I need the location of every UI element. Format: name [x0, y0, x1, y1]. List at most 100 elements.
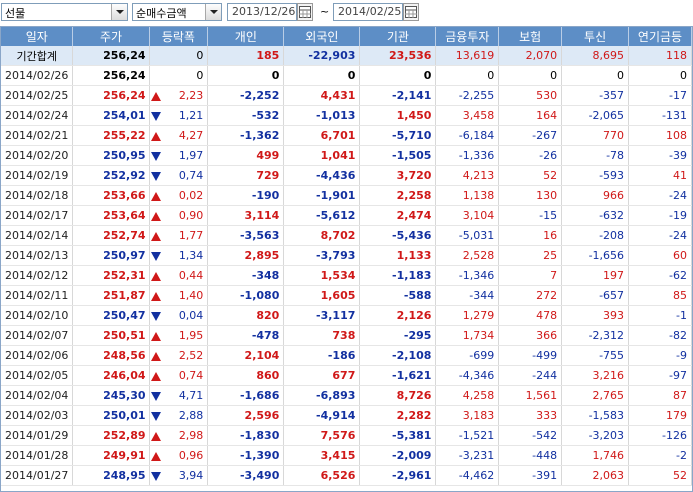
up-arrow-icon [149, 285, 164, 306]
col-header-pension[interactable]: 연기금등 [628, 27, 692, 46]
cell-institution: 8,726 [359, 385, 437, 406]
start-date-input[interactable]: 2013/12/26 [227, 3, 297, 21]
table-row[interactable]: 2014/02/18 253,66 0,02 -190 -1,901 2,258 1,138… [1, 185, 692, 206]
cell-institution: -2,108 [359, 345, 437, 366]
cell-insurance: -26 [498, 145, 563, 166]
table-row[interactable]: 2014/02/13 250,97 1,34 2,895 -3,793 1,133 2,52… [1, 245, 692, 266]
cell-individual: 0 [207, 65, 285, 86]
chevron-down-icon[interactable] [111, 4, 127, 20]
cell-change: 2,98 [163, 425, 209, 446]
col-header-financial[interactable]: 금융투자 [435, 27, 500, 46]
table-row[interactable]: 2014/02/14 252,74 1,77 -3,563 8,702 -5,436 -5,… [1, 225, 692, 246]
col-header-insurance[interactable]: 보험 [498, 27, 563, 46]
cell-insurance: -15 [498, 205, 563, 226]
cell-price: 252,74 [72, 225, 150, 246]
cell-date: 2014/01/28 [1, 445, 74, 466]
cell-trust: -593 [561, 165, 630, 186]
cell-foreign: -3,793 [283, 245, 361, 266]
cell-pension: -24 [628, 185, 692, 206]
cell-change: 0,74 [163, 165, 209, 186]
col-header-date[interactable]: 일자 [1, 27, 74, 46]
cell-financial: 1,138 [435, 185, 500, 206]
table-row[interactable]: 2014/02/04 245,30 4,71 -1,686 -6,893 8,726 4,2… [1, 385, 692, 406]
investor-trading-grid[interactable]: 일자 주가 등락폭 개인 외국인 기관 금융투자 보험 투신 연기금등 기간합계… [0, 26, 693, 492]
market-select[interactable]: 선물 [1, 3, 128, 21]
col-header-individual[interactable]: 개인 [207, 27, 285, 46]
chevron-down-icon[interactable] [205, 4, 221, 20]
cell-price: 253,64 [72, 205, 150, 226]
cell-institution: 2,474 [359, 205, 437, 226]
table-row[interactable]: 2014/02/21 255,22 4,27 -1,362 6,701 -5,710 -6,… [1, 125, 692, 146]
table-row[interactable]: 2014/01/27 248,95 3,94 -3,490 6,526 -2,961 -4,… [1, 465, 692, 486]
table-row[interactable]: 2014/02/17 253,64 0,90 3,114 -5,612 2,474 3,10… [1, 205, 692, 226]
cell-arrow [149, 65, 164, 86]
table-row[interactable]: 2014/02/11 251,87 1,40 -1,080 1,605 -588 -344 2… [1, 285, 692, 306]
cell-insurance: 333 [498, 405, 563, 426]
cell-insurance: 1,561 [498, 385, 563, 406]
table-row[interactable]: 2014/01/28 249,91 0,96 -1,390 3,415 -2,009 -3,… [1, 445, 692, 466]
cell-insurance: 16 [498, 225, 563, 246]
col-header-trust[interactable]: 투신 [561, 27, 630, 46]
cell-price: 245,30 [72, 385, 150, 406]
table-row[interactable]: 2014/02/25 256,24 2,23 -2,252 4,431 -2,141 -2,… [1, 85, 692, 106]
cell-insurance: 52 [498, 165, 563, 186]
cell-individual: -2,252 [207, 85, 285, 106]
col-header-price[interactable]: 주가 [72, 27, 150, 46]
table-row[interactable]: 2014/02/12 252,31 0,44 -348 1,534 -1,183 -1,34… [1, 265, 692, 286]
table-row[interactable]: 2014/02/07 250,51 1,95 -478 738 -295 1,734 366-… [1, 325, 692, 346]
cell-foreign: 1,041 [283, 145, 361, 166]
table-row[interactable]: 2014/02/24 254,01 1,21 -532 -1,013 1,450 3,458… [1, 105, 692, 126]
cell-pension: 60 [628, 245, 692, 266]
cell-individual: -1,362 [207, 125, 285, 146]
table-row[interactable]: 2014/02/05 246,04 0,74 860 677 -1,621 -4,346 -2… [1, 365, 692, 386]
up-arrow-icon [149, 345, 164, 366]
cell-individual: 820 [207, 305, 285, 326]
cell-price: 256,24 [72, 85, 150, 106]
table-row[interactable]: 2014/02/19 252,92 0,74 729 -4,436 3,720 4,213 5… [1, 165, 692, 186]
cell-financial: 4,258 [435, 385, 500, 406]
total-row[interactable]: 기간합계 256,24 0 185 -22,903 23,536 13,619 2,070 8,… [1, 46, 692, 66]
table-row[interactable]: 2014/02/03 250,01 2,88 2,596 -4,914 2,282 3,18… [1, 405, 692, 426]
cell-financial: 3,458 [435, 105, 500, 126]
up-arrow-icon [149, 125, 164, 146]
col-header-institution[interactable]: 기관 [359, 27, 437, 46]
cell-foreign: 6,526 [283, 465, 361, 486]
cell-financial: 3,104 [435, 205, 500, 226]
col-header-change[interactable]: 등락폭 [149, 27, 209, 46]
cell-pension: -131 [628, 105, 692, 126]
cell-insurance: -391 [498, 465, 563, 486]
cell-pension: -24 [628, 225, 692, 246]
cell-individual: 2,895 [207, 245, 285, 266]
cell-pension: -9 [628, 345, 692, 366]
table-row[interactable]: 2014/02/26 256,24 0 0 0 0 0 0 0 0 [1, 65, 692, 86]
cell-financial: 3,183 [435, 405, 500, 426]
cell-institution: -588 [359, 285, 437, 306]
cell-change: 0,44 [163, 265, 209, 286]
cell-individual: -532 [207, 105, 285, 126]
metric-select[interactable]: 순매수금액 [132, 3, 222, 21]
cell-change: 0 [163, 65, 209, 86]
calendar-icon[interactable] [297, 3, 313, 21]
cell-institution: -2,141 [359, 85, 437, 106]
cell-pension: -1 [628, 305, 692, 326]
cell-date: 2014/02/24 [1, 105, 74, 126]
cell-financial: -699 [435, 345, 500, 366]
table-row[interactable]: 2014/02/20 250,95 1,97 499 1,041 -1,505 -1,336… [1, 145, 692, 166]
cell-change: 0,74 [163, 365, 209, 386]
cell-date: 2014/02/05 [1, 365, 74, 386]
table-row[interactable]: 2014/02/06 248,56 2,52 2,104 -186 -2,108 -699-… [1, 345, 692, 366]
cell-insurance: 478 [498, 305, 563, 326]
end-date-input[interactable]: 2014/02/25 [333, 3, 403, 21]
total-label: 기간합계 [1, 46, 74, 66]
up-arrow-icon [149, 185, 164, 206]
cell-trust: -657 [561, 285, 630, 306]
col-header-foreign[interactable]: 외국인 [283, 27, 361, 46]
cell-institution: -5,381 [359, 425, 437, 446]
cell-change: 2,52 [163, 345, 209, 366]
date-range-separator: ~ [320, 5, 330, 18]
calendar-icon[interactable] [403, 3, 419, 21]
cell-institution: -5,436 [359, 225, 437, 246]
table-row[interactable]: 2014/02/10 250,47 0,04 820 -3,117 2,126 1,279 4… [1, 305, 692, 326]
cell-foreign: 738 [283, 325, 361, 346]
table-row[interactable]: 2014/01/29 252,89 2,98 -1,830 7,576 -5,381 -1,… [1, 425, 692, 446]
